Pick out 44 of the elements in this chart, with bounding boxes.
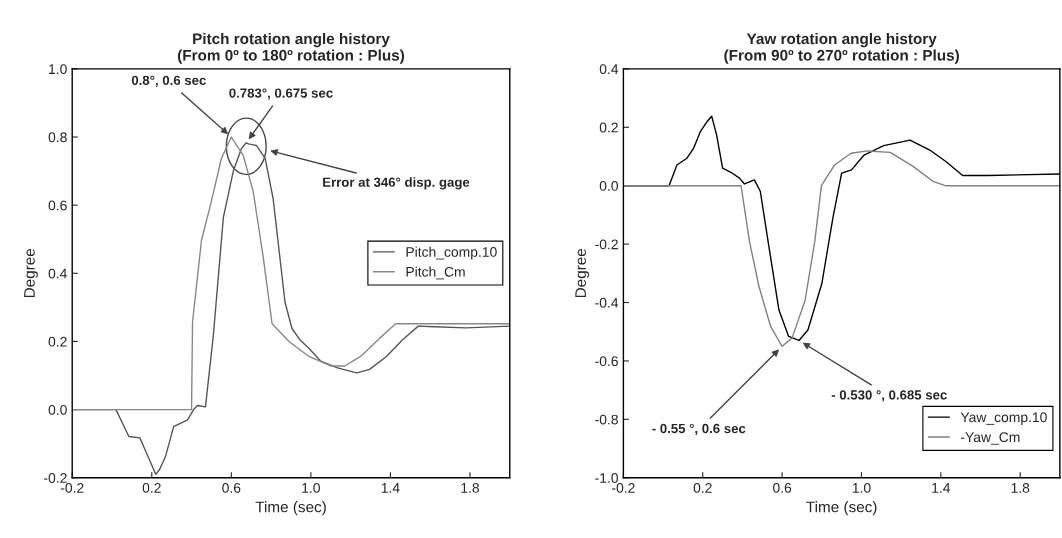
annotation: 0.8°, 0.6 sec <box>131 75 206 87</box>
chart-title: Yaw rotation angle history (From 90º to 270º rotation : Plus) <box>724 32 959 64</box>
y-tick-label: 0.6 <box>48 200 67 211</box>
y-tick-label: 0.2 <box>599 122 618 133</box>
annotation: - 0.55 °, 0.6 sec <box>652 423 746 436</box>
line-series <box>72 136 510 411</box>
x-tick-label: 1.4 <box>381 483 400 493</box>
annotation: - 0.530 °, 0.685 sec <box>831 390 947 402</box>
y-tick-label: 0.0 <box>48 404 67 415</box>
y-tick-label: 0.0 <box>599 181 618 191</box>
y-tick-label: -0.4 <box>595 297 619 308</box>
annotation: 0.783°, 0.675 sec <box>229 88 333 100</box>
legend-label: Pitch_comp.10 <box>406 246 497 260</box>
x-axis-title: Time (sec) <box>255 501 326 516</box>
y-tick-label: 0.4 <box>599 64 619 75</box>
chart-title: Pitch rotation angle history (From 0º to 180º rotation : Plus) <box>177 32 405 64</box>
x-tick-label: 0.6 <box>773 482 792 493</box>
x-axis-title: Time (sec) <box>806 501 877 516</box>
y-tick-label: 0.2 <box>48 336 67 347</box>
legend-label: Pitch_Cm <box>406 266 465 280</box>
x-tick-label: 0.6 <box>222 482 241 493</box>
x-tick-label: 1.8 <box>461 482 480 493</box>
y-tick-label: -0.8 <box>595 414 618 425</box>
y-tick-label: 0.8 <box>48 132 67 143</box>
line-series <box>623 150 1060 348</box>
y-tick-label: 1.0 <box>49 64 67 75</box>
y-tick-label: -1.0 <box>595 473 618 483</box>
x-tick-label: 0.2 <box>693 482 712 493</box>
x-tick-label: -0.2 <box>612 482 635 493</box>
y-axis-title: Degree <box>24 248 38 298</box>
x-tick-label: 0.2 <box>142 482 161 493</box>
x-tick-label: 1.8 <box>1011 482 1030 493</box>
x-tick-label: 1.4 <box>932 483 951 493</box>
x-tick-label: -0.2 <box>60 482 84 493</box>
x-tick-label: 1.0 <box>852 482 871 493</box>
y-axis-title: Degree <box>575 248 590 298</box>
y-tick-label: -0.2 <box>44 473 67 483</box>
annotation: Error at 346° disp. gage <box>323 177 470 190</box>
legend-label: Yaw_comp.10 <box>960 412 1047 425</box>
y-tick-label: -0.6 <box>595 356 618 367</box>
legend-label: -Yaw_Cm <box>961 432 1020 445</box>
y-tick-label: 0.4 <box>48 268 67 279</box>
x-tick-label: 1.0 <box>302 482 320 493</box>
y-tick-label: -0.2 <box>595 239 618 250</box>
